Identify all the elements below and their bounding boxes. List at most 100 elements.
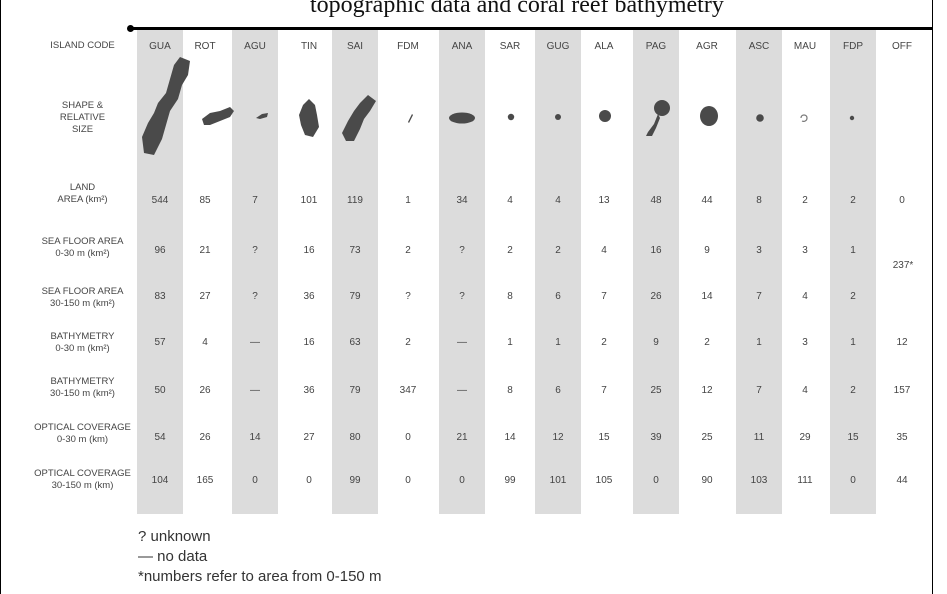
land-fdp: 2 <box>850 195 856 206</box>
bath30-sai: 63 <box>349 337 361 348</box>
island-shape-asc <box>756 114 764 122</box>
bath30-off: 12 <box>896 337 908 348</box>
bath150-agu: — <box>250 385 260 396</box>
header-fdp: FDP <box>843 41 863 52</box>
island-shape-agr <box>700 106 718 126</box>
opt30-tin: 27 <box>303 432 315 443</box>
bath30-asc: 1 <box>756 337 762 348</box>
island-shape-gug <box>555 114 561 120</box>
sea30-gug: 2 <box>555 245 561 256</box>
header-sar: SAR <box>499 41 521 52</box>
opt30-ala: 15 <box>598 432 610 443</box>
bath150-fdp: 2 <box>850 385 856 396</box>
label-opt30: OPTICAL COVERAGE 0-30 m (km) <box>30 422 135 446</box>
bath30-ana: — <box>457 337 467 348</box>
stripe-fdp <box>830 30 876 514</box>
opt30-off: 35 <box>896 432 908 443</box>
label-sea30: SEA FLOOR AREA 0-30 m (km²) <box>30 236 135 260</box>
sea150-gug: 6 <box>555 291 561 302</box>
label-bath150: BATHYMETRY 30-150 m (km²) <box>30 376 135 400</box>
sea30-mau: 3 <box>802 245 808 256</box>
sea30-agr: 9 <box>704 245 710 256</box>
land-ala: 13 <box>598 195 610 206</box>
bath150-tin: 36 <box>303 385 315 396</box>
label-bath150-line2: 30-150 m (km²) <box>50 388 115 399</box>
off-merged-value: 237* <box>892 260 914 271</box>
opt150-sar: 99 <box>504 475 516 486</box>
island-shape-fdp <box>849 115 855 121</box>
land-mau: 2 <box>802 195 808 206</box>
land-ana: 34 <box>456 195 468 206</box>
label-sea30-line2: 0-30 m (km²) <box>55 248 110 259</box>
land-gua: 544 <box>151 195 169 206</box>
sea30-ala: 4 <box>601 245 607 256</box>
label-bath150-line1: BATHYMETRY <box>50 376 115 387</box>
bath150-ala: 7 <box>601 385 607 396</box>
bath150-ana: — <box>457 385 467 396</box>
island-shape-mau <box>800 114 808 122</box>
sea30-pag: 16 <box>650 245 662 256</box>
island-shape-rot <box>202 107 234 125</box>
label-opt150: OPTICAL COVERAGE 30-150 m (km) <box>30 468 135 492</box>
sea150-ana: ? <box>459 291 465 302</box>
bath30-agu: — <box>250 337 260 348</box>
sea150-fdm: ? <box>405 291 411 302</box>
header-gug: GUG <box>546 41 570 52</box>
bath30-ala: 2 <box>601 337 607 348</box>
label-bath30-line2: 0-30 m (km²) <box>55 343 110 354</box>
opt30-agr: 25 <box>701 432 713 443</box>
top-rule <box>130 27 933 30</box>
bath150-fdm: 347 <box>399 385 417 396</box>
bath150-off: 157 <box>893 385 911 396</box>
bath150-sai: 79 <box>349 385 361 396</box>
opt30-asc: 11 <box>753 432 765 443</box>
opt30-pag: 39 <box>650 432 662 443</box>
land-tin: 101 <box>300 195 318 206</box>
header-agu: AGU <box>244 41 266 52</box>
header-tin: TIN <box>300 41 318 52</box>
land-fdm: 1 <box>405 195 411 206</box>
bath30-mau: 3 <box>802 337 808 348</box>
header-gua: GUA <box>149 41 171 52</box>
header-sai: SAI <box>346 41 364 52</box>
opt30-gua: 54 <box>154 432 166 443</box>
sea150-agr: 14 <box>701 291 713 302</box>
opt150-rot: 165 <box>196 475 214 486</box>
sea150-rot: 27 <box>199 291 211 302</box>
bath30-rot: 4 <box>202 337 208 348</box>
bath150-gug: 6 <box>555 385 561 396</box>
sea150-agu: ? <box>252 291 258 302</box>
opt150-fdm: 0 <box>405 475 411 486</box>
sea30-asc: 3 <box>756 245 762 256</box>
sea30-rot: 21 <box>199 245 211 256</box>
land-gug: 4 <box>555 195 561 206</box>
opt150-ana: 0 <box>459 475 465 486</box>
bath30-fdm: 2 <box>405 337 411 348</box>
sea150-sai: 79 <box>349 291 361 302</box>
top-rule-dot <box>127 25 134 32</box>
opt150-gug: 101 <box>549 475 567 486</box>
opt150-agu: 0 <box>252 475 258 486</box>
label-opt30-line2: 0-30 m (km) <box>56 434 109 445</box>
opt30-ana: 21 <box>456 432 468 443</box>
label-sea30-line1: SEA FLOOR AREA <box>41 236 124 247</box>
stripe-agu <box>232 30 278 514</box>
opt30-mau: 29 <box>799 432 811 443</box>
opt150-agr: 90 <box>701 475 713 486</box>
sea150-tin: 36 <box>303 291 315 302</box>
header-off: OFF <box>892 41 912 52</box>
sea150-asc: 7 <box>756 291 762 302</box>
opt30-sai: 80 <box>349 432 361 443</box>
bath150-rot: 26 <box>199 385 211 396</box>
bath150-mau: 4 <box>802 385 808 396</box>
label-sea150: SEA FLOOR AREA 30-150 m (km²) <box>30 286 135 310</box>
label-island-code: ISLAND CODE <box>50 40 115 51</box>
figure-caption: topographic data and coral reef bathymet… <box>310 0 724 18</box>
opt30-sar: 14 <box>504 432 516 443</box>
label-shape: SHAPE & RELATIVE SIZE <box>30 100 135 136</box>
sea150-ala: 7 <box>601 291 607 302</box>
header-rot: ROT <box>194 41 216 52</box>
opt30-fdm: 0 <box>405 432 411 443</box>
opt150-asc: 103 <box>750 475 768 486</box>
land-agu: 7 <box>252 195 258 206</box>
